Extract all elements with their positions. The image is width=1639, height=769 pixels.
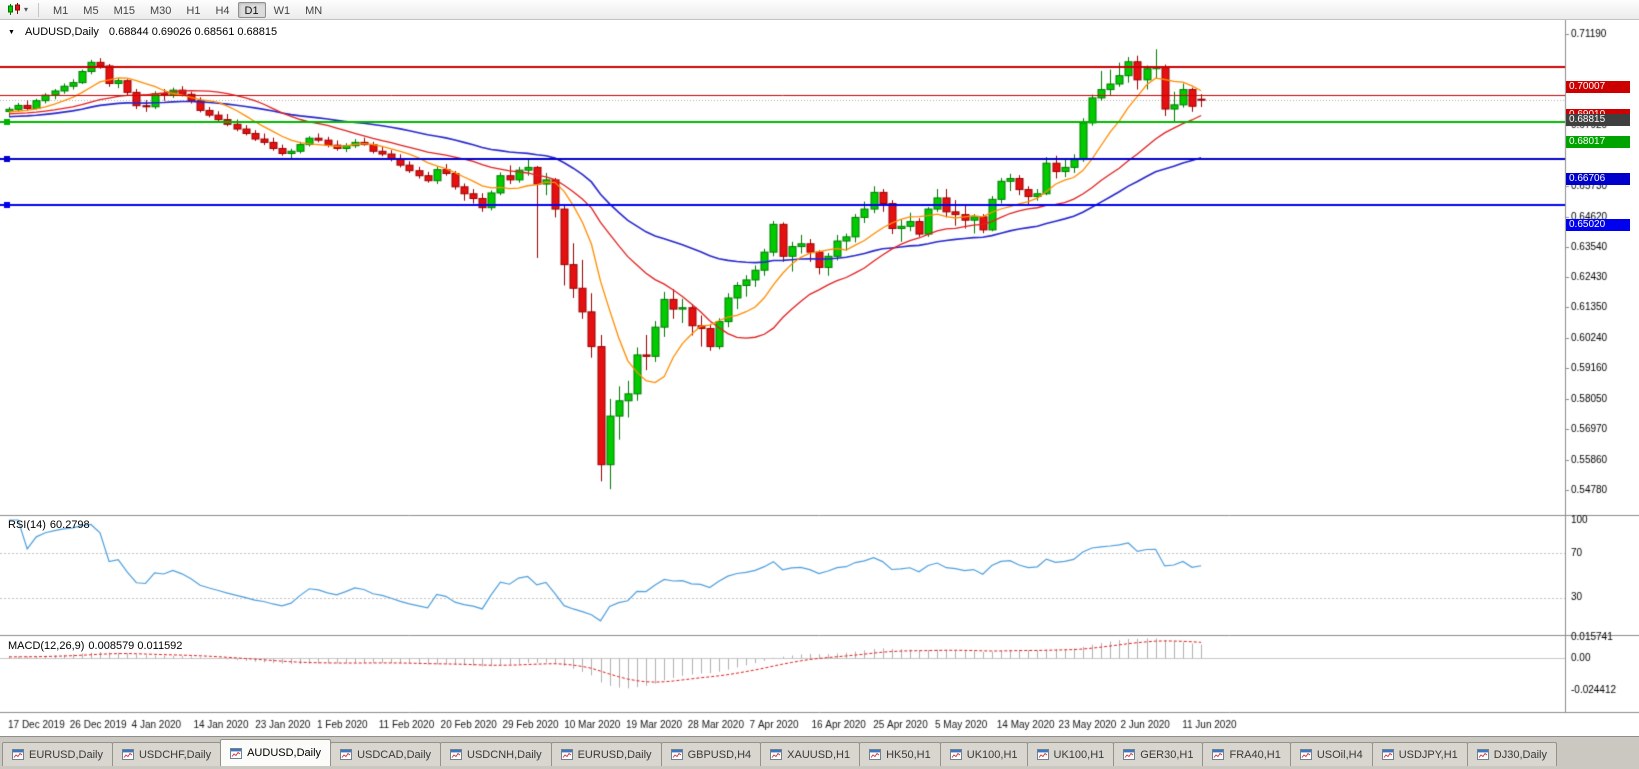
chart-icon	[1476, 749, 1489, 760]
chart-tab-fra40-h1[interactable]: FRA40,H1	[1202, 742, 1291, 766]
chart-tab-audusd-daily[interactable]: AUDUSD,Daily	[220, 739, 332, 766]
chart-icon	[949, 749, 962, 760]
price-chart-canvas[interactable]	[0, 20, 1639, 736]
tab-label: USOil,H4	[1316, 748, 1363, 761]
symbol-dropdown-icon[interactable]: ▼	[8, 28, 15, 36]
chart-tab-hk50-h1[interactable]: HK50,H1	[859, 742, 941, 766]
macd-indicator-label: MACD(12,26,9) 0.008579 0.011592	[8, 640, 186, 652]
timeframe-button-m15[interactable]: M15	[113, 4, 135, 17]
timeframe-button-h1[interactable]: H1	[186, 4, 201, 17]
chart-tab-dj30-daily[interactable]: DJ30,Daily	[1466, 742, 1557, 766]
tab-label: USDCHF,Daily	[138, 748, 212, 761]
chart-tab-xauusd-h1[interactable]: XAUUSD,H1	[760, 742, 861, 766]
chart-icon	[1381, 749, 1394, 760]
price-level-label: 0.65020	[1566, 219, 1630, 231]
chart-ohlc-values: 0.68844 0.69026 0.68561 0.68815	[108, 26, 278, 38]
chart-tab-usoil-h4[interactable]: USOil,H4	[1289, 742, 1373, 766]
chart-icon	[121, 749, 134, 760]
timeframe-buttons: M1 M5 M15 M30 H1 H4 D1 W1 MN	[46, 1, 329, 18]
chart-icon	[450, 749, 463, 760]
tab-label: USDCNH,Daily	[467, 748, 542, 761]
chart-icon	[770, 749, 783, 760]
macd-value: 0.008579 0.011592	[88, 640, 183, 652]
tab-label: UK100,H1	[1053, 748, 1105, 761]
chart-type-button[interactable]: ▾	[4, 2, 31, 17]
chart-icon	[340, 749, 353, 760]
tab-label: GER30,H1	[1140, 748, 1194, 761]
tab-label: FRA40,H1	[1229, 748, 1281, 761]
chart-icon	[670, 749, 683, 760]
chart-tab-eurusd-daily[interactable]: EURUSD,Daily	[550, 742, 662, 766]
chart-icon	[1036, 749, 1049, 760]
rsi-indicator-label: RSI(14) 60.2798	[8, 519, 94, 531]
tab-label: DJ30,Daily	[1493, 748, 1547, 761]
tab-label: EURUSD,Daily	[577, 748, 652, 761]
chart-icon	[12, 749, 24, 760]
chart-tab-uk100-h1[interactable]: UK100,H1	[1026, 742, 1115, 766]
tab-label: AUDUSD,Daily	[247, 747, 322, 759]
chart-tab-usdcnh-daily[interactable]: USDCNH,Daily	[440, 742, 552, 766]
chart-icon	[230, 747, 243, 759]
chart-icon	[560, 749, 573, 760]
timeframe-button-d1[interactable]: D1	[237, 1, 266, 18]
chart-icon	[1123, 749, 1136, 760]
chart-tab-ger30-h1[interactable]: GER30,H1	[1113, 742, 1204, 766]
chart-icon	[1299, 749, 1312, 760]
chart-tab-usdjpy-h1[interactable]: USDJPY,H1	[1371, 742, 1468, 766]
chart-header: ▼ AUDUSD,Daily 0.68844 0.69026 0.68561 0…	[8, 26, 281, 38]
tab-label: XAUUSD,H1	[787, 748, 851, 761]
tab-label: GBPUSD,H4	[687, 748, 752, 761]
chart-tab-uk100-h1[interactable]: UK100,H1	[939, 742, 1028, 766]
price-level-label: 0.66706	[1566, 173, 1630, 185]
candlestick-chart-icon	[8, 3, 20, 15]
chart-icon	[1212, 749, 1225, 760]
timeframe-button-m5[interactable]: M5	[83, 4, 99, 17]
chart-symbol-period: AUDUSD,Daily	[24, 26, 99, 38]
macd-name: MACD(12,26,9)	[8, 640, 85, 652]
tab-label: EURUSD,Daily	[29, 748, 103, 761]
tab-label: UK100,H1	[966, 748, 1018, 761]
current-price-label: 0.68815	[1566, 114, 1630, 126]
rsi-name: RSI(14)	[8, 519, 46, 531]
chart-tab-gbpusd-h4[interactable]: GBPUSD,H4	[660, 742, 762, 766]
timeframe-button-w1[interactable]: W1	[273, 4, 291, 17]
price-level-label: 0.70007	[1566, 81, 1630, 93]
chart-tabs-bar: EURUSD,Daily USDCHF,Daily AUDUSD,Daily USDC…	[0, 736, 1639, 769]
chart-tab-eurusd-daily[interactable]: EURUSD,Daily	[2, 742, 113, 766]
dropdown-caret-icon: ▾	[24, 5, 29, 14]
chart-window: ▼ AUDUSD,Daily 0.68844 0.69026 0.68561 0…	[0, 20, 1639, 736]
tab-label: HK50,H1	[886, 748, 931, 761]
timeframe-button-m30[interactable]: M30	[149, 4, 172, 17]
tab-label: USDCAD,Daily	[357, 748, 432, 761]
chart-tab-usdcad-daily[interactable]: USDCAD,Daily	[330, 742, 442, 766]
tab-label: USDJPY,H1	[1398, 748, 1458, 761]
price-level-label: 0.68017	[1566, 136, 1630, 148]
chart-tab-usdchf-daily[interactable]: USDCHF,Daily	[111, 742, 222, 766]
toolbar-separator	[38, 2, 40, 17]
timeframe-toolbar: ▾ M1 M5 M15 M30 H1 H4 D1 W1 MN	[0, 0, 1639, 20]
timeframe-button-h4[interactable]: H4	[215, 4, 230, 17]
timeframe-button-mn[interactable]: MN	[305, 4, 323, 17]
rsi-value: 60.2798	[49, 519, 90, 531]
timeframe-button-m1[interactable]: M1	[53, 4, 69, 17]
chart-icon	[869, 749, 882, 760]
